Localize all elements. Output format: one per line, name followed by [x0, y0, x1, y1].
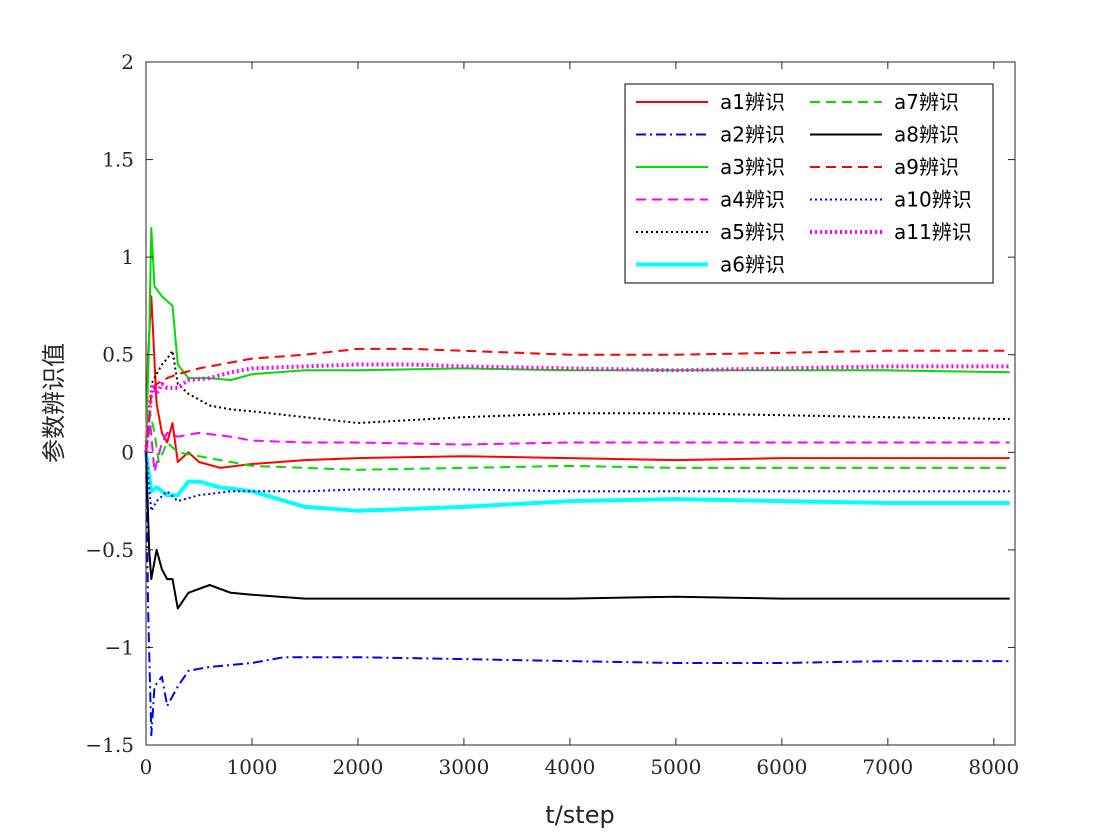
legend-label: a7辨识 — [894, 90, 959, 114]
legend: a1辨识 a2辨识 a3辨识 a4辨识 a5辨识 a6辨识 a7辨识 a8辨识 a9辨识 a10辨… — [624, 83, 994, 284]
x-tick-label: 7000 — [862, 755, 913, 779]
y-tick-label: 1.5 — [102, 148, 134, 172]
series-line-10 — [145, 452, 1010, 512]
x-tick-label: 8000 — [968, 755, 1019, 779]
series-line-1 — [145, 295, 1010, 469]
series-line-7 — [145, 412, 1010, 471]
legend-label: a10辨识 — [894, 188, 972, 212]
y-tick-label: 0.5 — [102, 343, 134, 367]
series-line-9 — [145, 347, 1010, 453]
x-tick-label: 4000 — [544, 755, 595, 779]
legend-label: a4辨识 — [720, 188, 785, 212]
x-tick-label: 3000 — [438, 755, 489, 779]
x-tick-label: 6000 — [756, 755, 807, 779]
y-tick-label: 1 — [121, 245, 134, 269]
axis-ticks: 0 1000 2000 3000 4000 5000 6000 7000 8000 −1.5 −1 −… — [85, 50, 1019, 779]
series-layer — [144, 226, 1010, 737]
x-tick-label: 2000 — [332, 755, 383, 779]
series-line-8 — [145, 452, 1010, 610]
y-tick-label: −0.5 — [85, 538, 134, 562]
y-tick-label: −1 — [105, 635, 134, 659]
x-tick-label: 1000 — [227, 755, 278, 779]
series-line-6 — [144, 452, 1010, 513]
series-line-4 — [145, 422, 1010, 473]
legend-label: a5辨识 — [720, 220, 785, 244]
y-axis-label: 参数辨识值 — [40, 343, 68, 463]
y-tick-label: −1.5 — [85, 733, 134, 757]
series-line-5 — [145, 349, 1010, 453]
series-line-11 — [144, 362, 1010, 453]
y-tick-label: 0 — [121, 440, 134, 464]
legend-label: a3辨识 — [720, 155, 785, 179]
y-tick-label: 2 — [121, 50, 134, 74]
legend-label: a9辨识 — [894, 155, 959, 179]
legend-label: a1辨识 — [720, 90, 785, 114]
legend-box — [624, 83, 994, 284]
legend-label: a2辨识 — [720, 123, 785, 147]
series-line-2 — [145, 452, 1010, 737]
series-line-3 — [145, 226, 1010, 453]
legend-label: a6辨识 — [720, 253, 785, 277]
x-axis-label: t/step — [545, 801, 614, 829]
x-tick-label: 5000 — [650, 755, 701, 779]
legend-label: a8辨识 — [894, 123, 959, 147]
legend-label: a11辨识 — [894, 220, 972, 244]
x-tick-label: 0 — [140, 755, 153, 779]
